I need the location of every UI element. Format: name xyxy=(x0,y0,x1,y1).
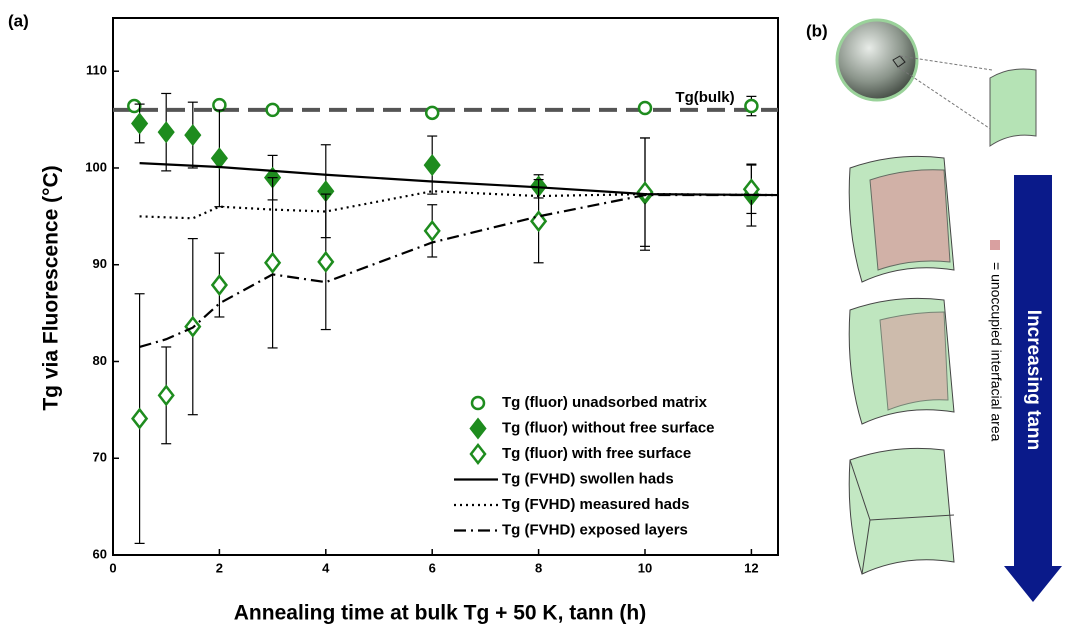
legend-swatch xyxy=(990,240,1000,250)
legend-label: Tg (FVHD) exposed layers xyxy=(502,521,688,538)
arrow-label: Increasing tann xyxy=(1023,310,1044,450)
legend-marker xyxy=(469,417,487,440)
panel-label: (b) xyxy=(806,21,828,40)
x-tick-label: 10 xyxy=(638,560,652,575)
particle xyxy=(835,18,919,102)
panel-label: (a) xyxy=(8,11,29,30)
legend-marker xyxy=(469,442,487,466)
block-edge xyxy=(849,459,955,575)
legend-label: Tg (fluor) unadsorbed matrix xyxy=(502,394,708,411)
marker xyxy=(424,105,440,121)
marker xyxy=(317,250,335,273)
y-tick-label: 100 xyxy=(85,159,107,174)
marker xyxy=(265,102,280,118)
y-tick-label: 90 xyxy=(93,256,107,271)
legend-label: Tg (FVHD) measured hads xyxy=(502,496,690,513)
y-tick-label: 60 xyxy=(93,546,107,561)
legend-label: Tg (fluor) without free surface xyxy=(502,419,715,436)
x-tick-label: 2 xyxy=(216,560,223,575)
plot-frame xyxy=(112,17,779,556)
legend-label: Tg (fluor) with free surface xyxy=(502,445,691,462)
legend-label: Tg (FVHD) swollen hads xyxy=(502,470,674,487)
x-tick-label: 6 xyxy=(429,560,436,575)
x-tick-label: 8 xyxy=(535,560,542,575)
block xyxy=(848,447,955,575)
marker xyxy=(157,121,175,144)
x-tick-label: 12 xyxy=(744,560,758,575)
zoom-line xyxy=(899,55,993,71)
marker xyxy=(210,147,228,170)
line xyxy=(139,193,778,349)
marker xyxy=(131,407,149,430)
unoccupied-area xyxy=(879,311,949,411)
unoccupied-area xyxy=(869,169,951,271)
marker xyxy=(131,112,149,135)
legend-label: = unoccupied interfacial area xyxy=(988,262,1004,442)
marker xyxy=(212,97,227,113)
marker xyxy=(423,219,441,242)
line xyxy=(139,162,779,197)
arrow xyxy=(1004,175,1062,602)
line xyxy=(139,190,779,220)
x-tick-label: 4 xyxy=(322,560,330,575)
diagram: (b) Increasing tann = unoccupied interfa… xyxy=(806,18,1062,602)
marker xyxy=(210,274,228,297)
legend-marker xyxy=(470,395,486,411)
y-axis-label: Tg via Fluorescence (°C) xyxy=(40,165,63,410)
marker xyxy=(184,124,202,147)
marker xyxy=(637,100,653,116)
zoom-line xyxy=(897,66,993,131)
y-tick-label: 110 xyxy=(86,63,107,78)
marker xyxy=(423,154,441,177)
reference-label: Tg(bulk) xyxy=(675,89,734,106)
x-tick-label: 0 xyxy=(109,560,116,575)
zoom-box xyxy=(892,55,906,68)
y-tick-label: 80 xyxy=(93,353,107,368)
marker xyxy=(157,384,175,407)
block xyxy=(989,68,1037,147)
x-axis-label: Annealing time at bulk Tg + 50 K, tann (… xyxy=(234,602,646,625)
y-tick-label: 70 xyxy=(93,450,107,465)
marker xyxy=(127,98,142,114)
marker xyxy=(264,251,282,274)
marker xyxy=(744,98,759,114)
